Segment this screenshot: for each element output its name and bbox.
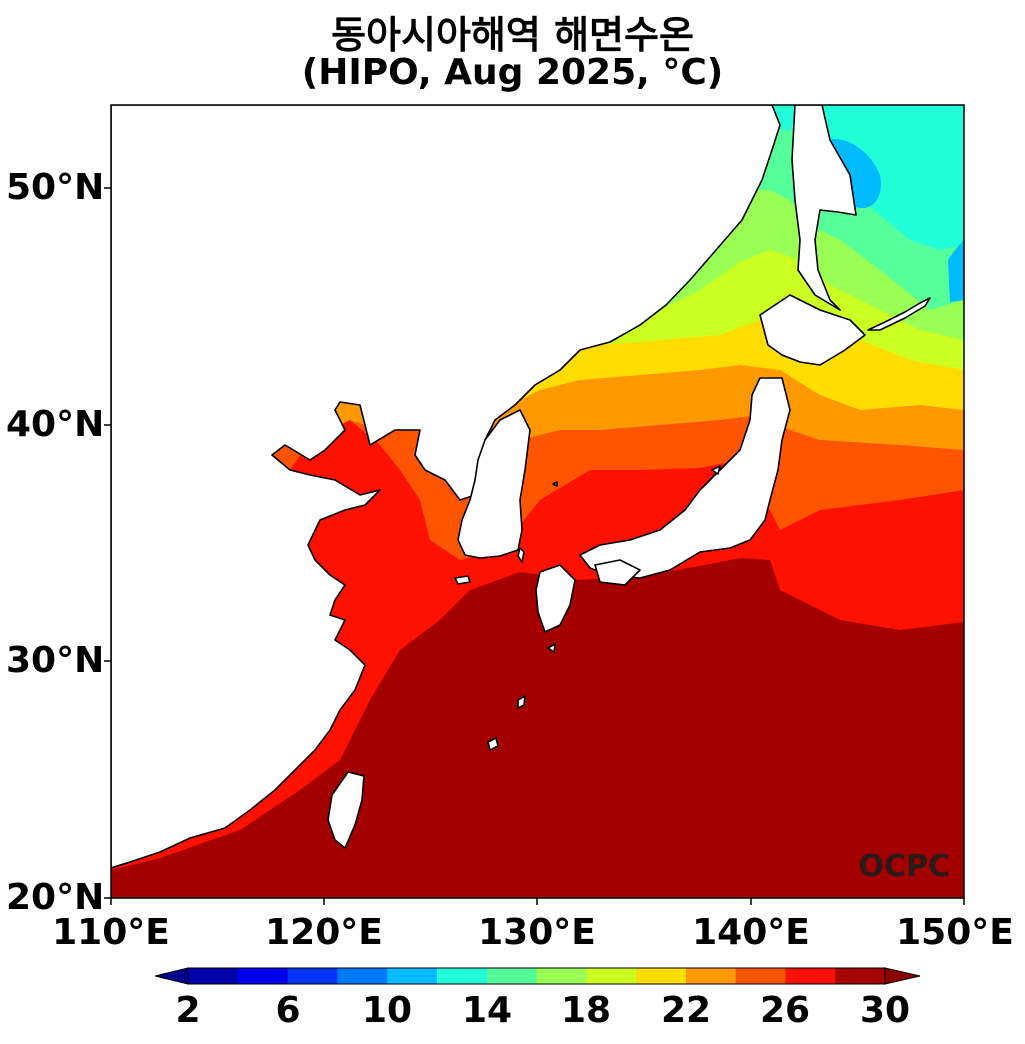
- land-ryukyu-3: [547, 643, 556, 653]
- land-sakhalin: [791, 105, 857, 311]
- colorbar-tick-30: 30: [859, 990, 911, 1031]
- land-shikoku: [594, 559, 641, 586]
- colorbar-frame: [187, 967, 886, 985]
- title-line-1: 동아시아해역 해면수온: [331, 13, 694, 57]
- land-ryukyu-2: [517, 695, 526, 709]
- ocpc-watermark: OCPC: [858, 849, 950, 884]
- land-hokkaido: [759, 294, 866, 366]
- ytick-50n: 50°N: [6, 167, 105, 208]
- colorbar-cell: [486, 968, 537, 984]
- colorbar-tick-2: 2: [175, 990, 201, 1031]
- land-jeju: [454, 575, 471, 585]
- colorbar-tick-6: 6: [275, 990, 301, 1031]
- colorbar-cell: [586, 968, 637, 984]
- colorbar-cell: [387, 968, 438, 984]
- xtick-110e: 110°E: [52, 912, 170, 953]
- colorbar-extend-high: [884, 967, 921, 985]
- colorbar-cell: [237, 968, 289, 984]
- ytick-30n: 30°N: [6, 640, 105, 681]
- colorbar-cell: [785, 968, 836, 984]
- land-asia: [111, 105, 781, 869]
- land-taiwan: [327, 771, 365, 849]
- land-tsushima: [517, 547, 525, 563]
- colorbar-tick-22: 22: [660, 990, 712, 1031]
- ytick-20n: 20°N: [6, 877, 105, 918]
- xtick-140e: 140°E: [692, 912, 810, 953]
- colorbar-tick-18: 18: [560, 990, 612, 1031]
- colorbar-cell: [536, 968, 587, 984]
- colorbar-cell: [188, 968, 239, 984]
- colorbar-cell: [436, 968, 488, 984]
- colorbar-cell: [685, 968, 737, 984]
- land-korea: [457, 409, 531, 559]
- colorbar-cell: [735, 968, 786, 984]
- land-sado: [711, 465, 721, 475]
- colorbar-cell: [337, 968, 388, 984]
- ytick-40n: 40°N: [6, 404, 105, 445]
- colorbar-tick-10: 10: [361, 990, 413, 1031]
- title-line-2: (HIPO, Aug 2025, °C): [301, 52, 724, 93]
- colorbar-tick-26: 26: [759, 990, 811, 1031]
- sst-band-10-12-east: [948, 240, 964, 302]
- colorbar-cell: [636, 968, 687, 984]
- colorbar-cell: [835, 968, 886, 984]
- xtick-120e: 120°E: [265, 912, 383, 953]
- colorbar-tick-14: 14: [461, 990, 513, 1031]
- sst-map: OCPC: [104, 104, 965, 905]
- colorbar-cell: [287, 968, 338, 984]
- land-kuril-1: [867, 297, 931, 331]
- land-ulleung: [552, 481, 558, 487]
- xtick-150e: 150°E: [896, 912, 1014, 953]
- colorbar-extend-low: [154, 967, 189, 985]
- land-kyushu: [535, 564, 576, 633]
- xtick-130e: 130°E: [478, 912, 596, 953]
- land-ryukyu-1: [487, 737, 499, 751]
